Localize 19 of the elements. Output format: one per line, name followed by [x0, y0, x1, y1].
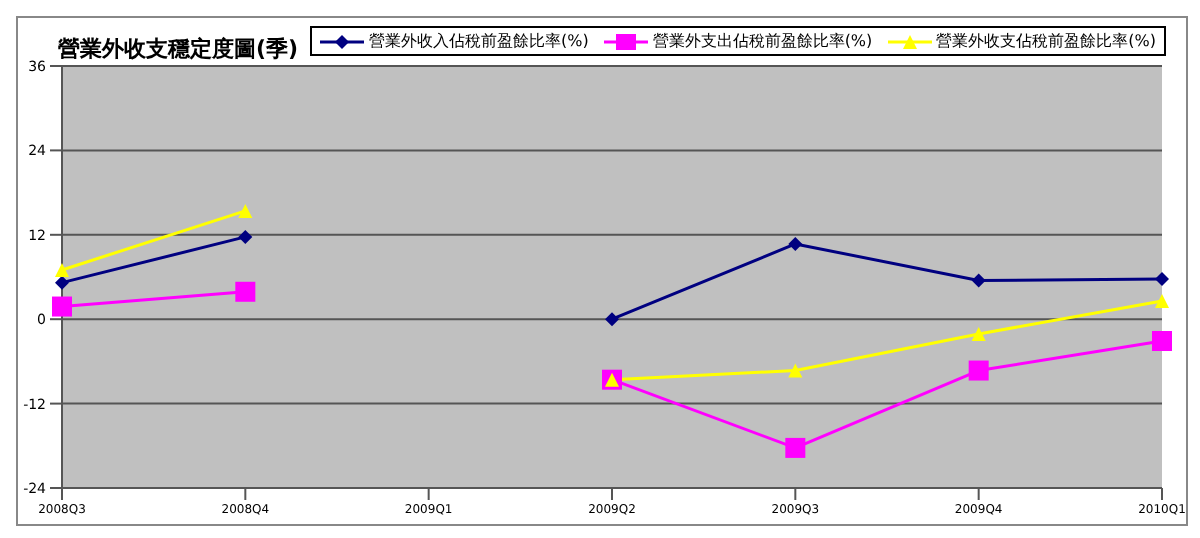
- point: [238, 229, 253, 244]
- point: [971, 326, 986, 341]
- point: [238, 203, 253, 218]
- point: [55, 275, 69, 290]
- point: [1155, 293, 1169, 308]
- chart-title: 營業外收支穩定度圖(季): [58, 34, 299, 64]
- point: [785, 437, 806, 458]
- point: [1155, 272, 1169, 287]
- point: [235, 281, 256, 302]
- point: [55, 262, 69, 277]
- point: [605, 312, 619, 327]
- legend-label: 營業外收入佔稅前盈餘比率(%): [368, 30, 589, 52]
- point: [1152, 331, 1172, 351]
- point: [968, 360, 989, 381]
- point: [971, 273, 986, 288]
- legend-label: 營業外支出佔稅前盈餘比率(%): [652, 30, 873, 52]
- point: [788, 236, 803, 251]
- point: [788, 363, 803, 378]
- legend-label: 營業外收支佔稅前盈餘比率(%): [936, 30, 1156, 52]
